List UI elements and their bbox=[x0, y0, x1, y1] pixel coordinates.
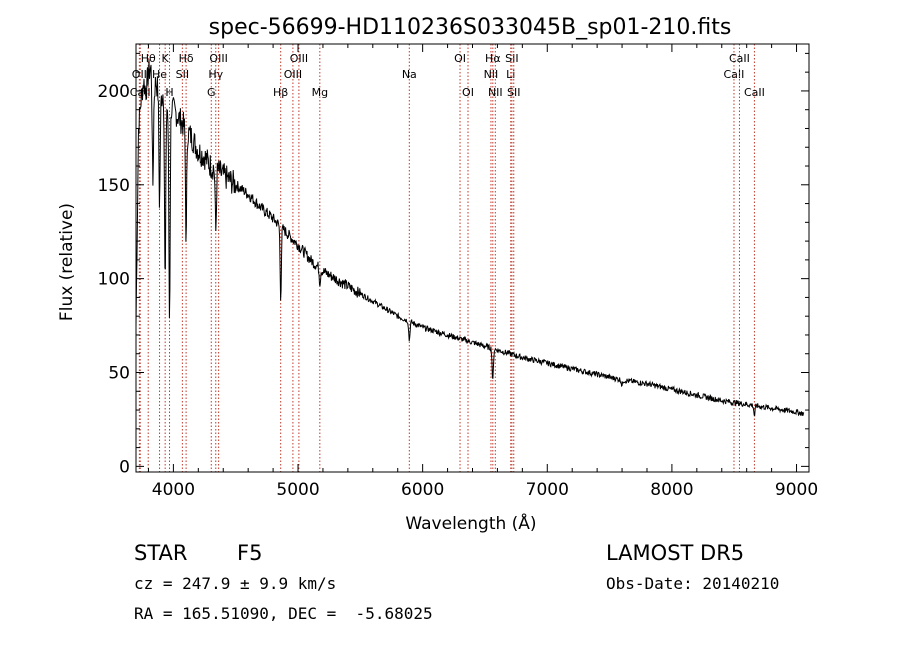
spectral-line-label: OIII bbox=[284, 68, 302, 81]
spectral-line-label: NII bbox=[484, 68, 499, 81]
spectral-line-markers: OIICaIIHθHeKHSIIHδGHγOIIIHβOIIIOIIIMgNaO… bbox=[130, 44, 765, 472]
spectral-line-label: SII bbox=[176, 68, 189, 81]
survey-name: LAMOST DR5 bbox=[606, 541, 745, 565]
y-tick-label: 100 bbox=[98, 270, 130, 290]
x-tick-label: 5000 bbox=[276, 480, 319, 500]
spectral-line-label: CaII bbox=[729, 52, 750, 65]
spectral-line-label: Na bbox=[402, 68, 417, 81]
object-subclass: F5 bbox=[237, 541, 263, 565]
spectral-line-label: H bbox=[165, 86, 173, 99]
x-tick-label: 9000 bbox=[775, 480, 818, 500]
spectral-line-label: Hδ bbox=[179, 52, 194, 65]
plot-frame bbox=[135, 43, 810, 473]
spectral-line-label: CaII bbox=[130, 86, 151, 99]
spectral-line-label: CaII bbox=[744, 86, 765, 99]
x-axis: 4000 5000 6000 7000 8000 9000 bbox=[147, 44, 818, 500]
spectral-line-label: Hβ bbox=[273, 86, 288, 99]
x-axis-label: Wavelength (Å) bbox=[405, 512, 536, 534]
spectral-line-label: Hγ bbox=[208, 68, 223, 81]
spectral-line-label: OIII bbox=[290, 52, 308, 65]
spectral-line-label: SII bbox=[505, 52, 518, 65]
spectral-line-label: CaII bbox=[724, 68, 745, 81]
spectral-line-label: SII bbox=[507, 86, 520, 99]
spectral-line-label: Hθ bbox=[141, 52, 156, 65]
spectrum-line bbox=[135, 59, 805, 417]
y-tick-label: 200 bbox=[98, 82, 130, 102]
spectral-line-label: OIII bbox=[209, 52, 227, 65]
y-axis: 0 50 100 150 200 bbox=[98, 52, 809, 477]
spectral-line-label: Mg bbox=[312, 86, 328, 99]
coordinates: RA = 165.51090, DEC = -5.68025 bbox=[134, 604, 433, 623]
redshift-info: cz = 247.9 ± 9.9 km/s bbox=[134, 574, 337, 593]
spectral-line-label: Hα bbox=[485, 52, 501, 65]
object-class: STAR bbox=[134, 541, 188, 565]
spectral-line-label: K bbox=[162, 52, 170, 65]
y-tick-label: 50 bbox=[108, 364, 130, 384]
y-tick-label: 150 bbox=[98, 176, 130, 196]
spectral-line-label: OI bbox=[454, 52, 466, 65]
x-tick-label: 8000 bbox=[650, 480, 693, 500]
chart-title: spec-56699-HD110236S033045B_sp01-210.fit… bbox=[209, 15, 732, 40]
spectral-line-label: NII bbox=[488, 86, 503, 99]
y-tick-label: 0 bbox=[119, 457, 130, 477]
spectrum-series bbox=[135, 59, 805, 417]
y-axis-label: Flux (relative) bbox=[57, 203, 77, 321]
x-tick-label: 4000 bbox=[152, 480, 195, 500]
spectral-line-label: OI bbox=[462, 86, 474, 99]
x-tick-label: 7000 bbox=[526, 480, 569, 500]
spectral-line-label: OII bbox=[132, 68, 147, 81]
spectral-line-label: Li bbox=[506, 68, 515, 81]
obs-date: Obs-Date: 20140210 bbox=[606, 574, 780, 593]
spectral-line-label: G bbox=[207, 86, 216, 99]
x-tick-label: 6000 bbox=[401, 480, 444, 500]
